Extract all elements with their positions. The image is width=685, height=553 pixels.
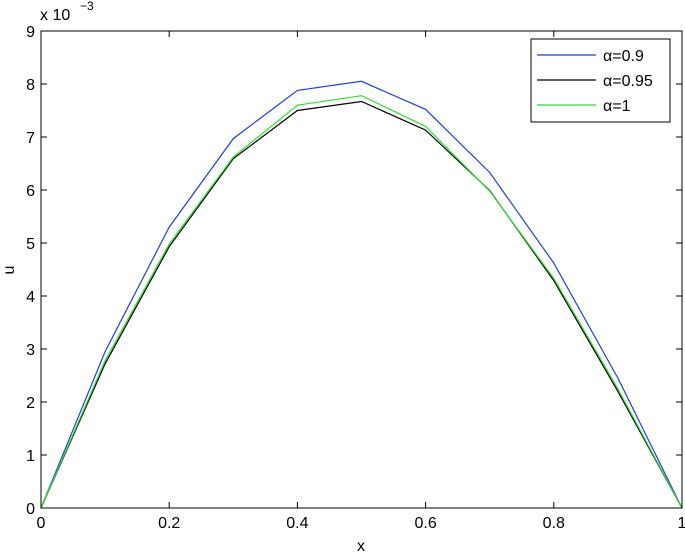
x-tick-label: 0.2 [158, 515, 180, 532]
y-tick-label: 4 [26, 289, 35, 306]
x-tick-label: 0.8 [543, 515, 565, 532]
y-tick-label: 8 [26, 77, 35, 94]
y-tick-label: 6 [26, 183, 35, 200]
x-tick-label: 0.4 [286, 515, 308, 532]
y-ticks: 0 1 2 3 4 5 6 7 8 9 [26, 24, 682, 518]
y-tick-label: 7 [26, 130, 35, 147]
series-layer [40, 80, 683, 509]
legend-label-series-1: α=0.95 [603, 73, 653, 90]
y-tick-label: 3 [26, 342, 35, 359]
x-ticks: 0 0.2 0.4 0.6 0.8 1 [37, 31, 685, 532]
y-tick-label: 0 [26, 501, 35, 518]
series-line-1 [40, 100, 683, 509]
y-multiplier-exponent: −3 [80, 0, 94, 13]
y-tick-label: 2 [26, 395, 35, 412]
y-axis-label: u [1, 266, 18, 275]
legend-label-series-2: α=1 [603, 98, 631, 115]
series-line-2 [40, 95, 683, 509]
x-tick-label: 0.6 [414, 515, 436, 532]
y-tick-label: 1 [26, 448, 35, 465]
x-tick-label: 1 [678, 515, 685, 532]
y-tick-label: 5 [26, 236, 35, 253]
legend: α=0.9 α=0.95 α=1 [530, 38, 671, 123]
series-line-0 [40, 80, 683, 509]
legend-label-series-0: α=0.9 [603, 48, 644, 65]
y-tick-label: 9 [26, 24, 35, 41]
x-axis-label: x [357, 538, 365, 553]
y-multiplier-base: x 10 [40, 7, 70, 24]
x-tick-label: 0 [37, 515, 46, 532]
